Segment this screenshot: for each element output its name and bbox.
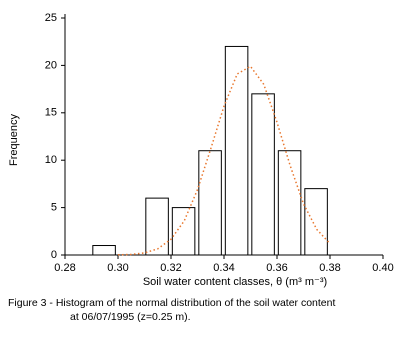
y-tick-label: 25 [45, 12, 57, 24]
caption-line: at 06/07/1995 (z=0.25 m). [70, 311, 191, 323]
bar [277, 150, 302, 256]
caption-line: Figure 3 - Histogram of the normal distr… [8, 297, 335, 309]
x-tick-label: 0.34 [213, 262, 234, 274]
normal-curve [117, 65, 331, 256]
y-tick-label: 0 [51, 249, 57, 261]
y-tick-label: 10 [45, 154, 57, 166]
x-axis-label: Soil water content classes, θ (m³ m⁻³) [143, 276, 327, 288]
bar [171, 207, 196, 256]
y-tick-label: 15 [45, 107, 57, 119]
bar [198, 150, 222, 256]
x-tick-label: 0.40 [372, 262, 393, 274]
x-tick-label: 0.38 [319, 262, 340, 274]
x-tick-label: 0.28 [54, 262, 75, 274]
x-tick-label: 0.36 [266, 262, 287, 274]
bar [145, 197, 169, 256]
x-tick-label: 0.32 [160, 262, 181, 274]
y-axis-label: Frequency [8, 114, 20, 166]
x-tick-label: 0.30 [107, 262, 128, 274]
bar [251, 93, 275, 256]
bar [304, 188, 328, 256]
bar [92, 245, 116, 256]
y-tick-label: 5 [51, 202, 57, 214]
bar [224, 45, 249, 256]
y-tick-label: 20 [45, 59, 57, 71]
